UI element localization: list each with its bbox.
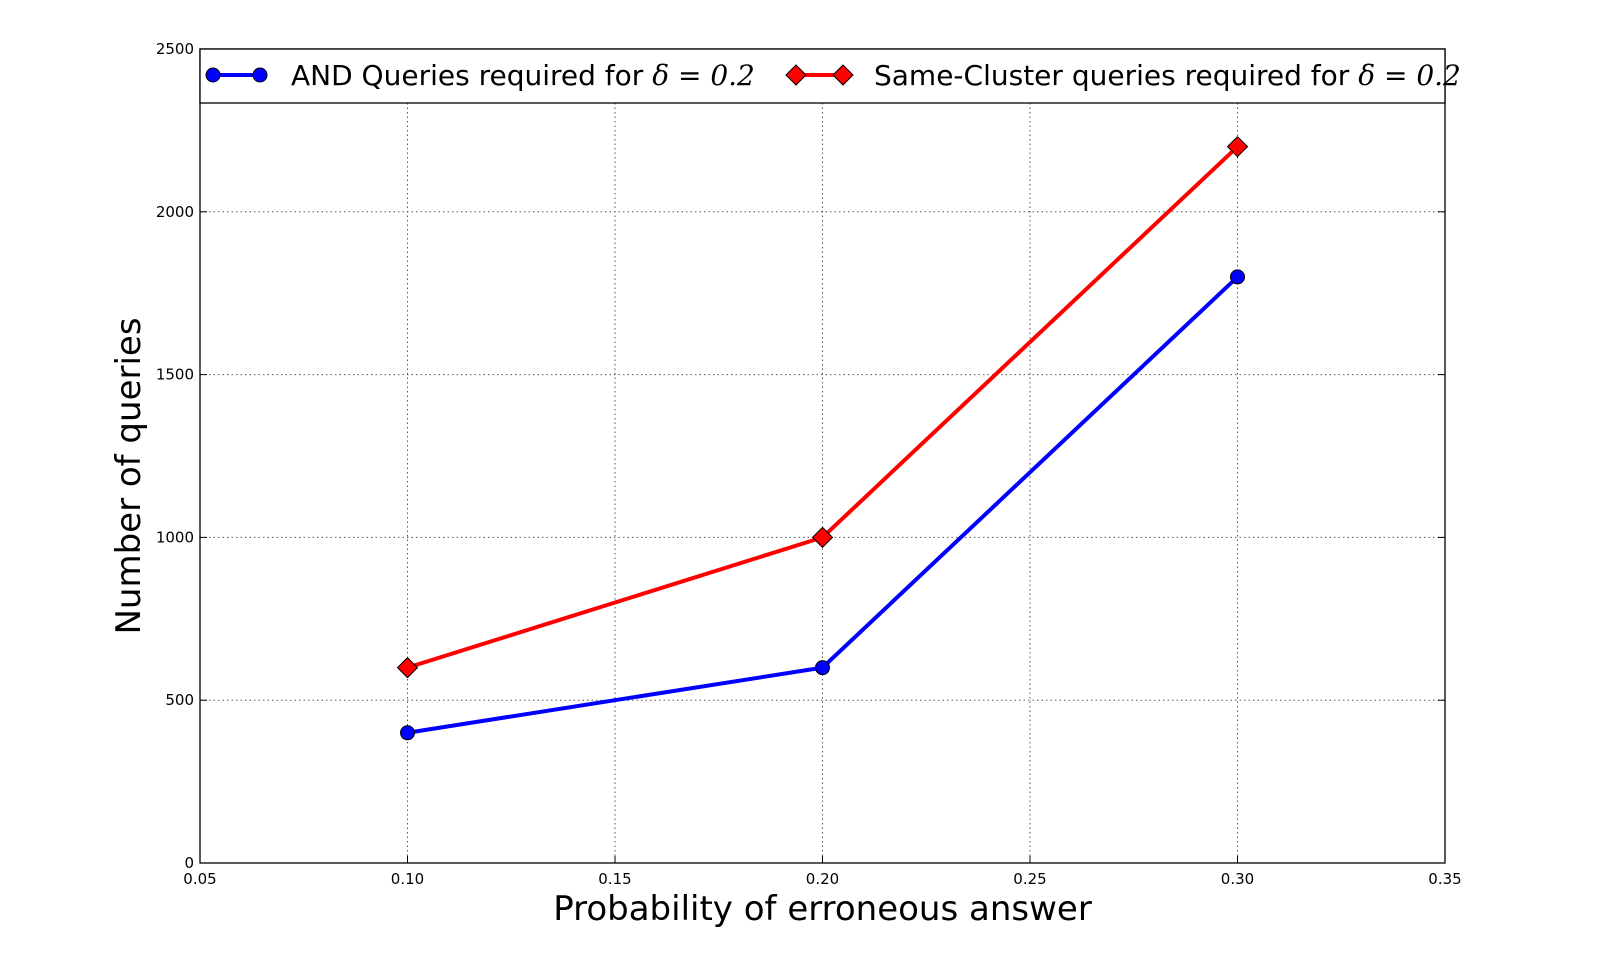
y-tick-label: 0	[184, 854, 194, 872]
legend-label: Same-Cluster queries required for δ = 0.…	[874, 59, 1461, 92]
y-tick-label: 500	[165, 691, 194, 709]
data-point	[815, 660, 830, 676]
legend-label: AND Queries required for δ = 0.2	[291, 59, 755, 92]
series-1	[400, 269, 1245, 741]
data-point	[400, 725, 415, 741]
y-tick-label: 1500	[156, 366, 194, 384]
x-axis-label: Probability of erroneous answer	[553, 889, 1092, 929]
grid-lines	[200, 49, 1445, 863]
data-point	[396, 656, 419, 679]
y-axis-label: Number of queries	[109, 317, 149, 634]
x-tick-label: 0.15	[598, 870, 631, 888]
data-point	[1226, 135, 1249, 158]
x-tick-label: 0.10	[391, 870, 424, 888]
legend-marker	[252, 67, 268, 83]
x-tick-label: 0.30	[1221, 870, 1254, 888]
legend-marker	[205, 67, 221, 83]
y-tick-label: 1000	[156, 528, 194, 546]
x-tick-label: 0.35	[1428, 870, 1461, 888]
legend-entries: AND Queries required for δ = 0.2 Same-Clu…	[205, 59, 1461, 92]
data-point	[1230, 269, 1245, 285]
x-tick-label: 0.25	[1013, 870, 1046, 888]
y-tick-label: 2000	[156, 203, 194, 221]
legend-entry-2: Same-Cluster queries required for δ = 0.…	[785, 59, 1461, 92]
legend: AND Queries required for δ = 0.2 Same-Clu…	[199, 48, 1461, 104]
x-tick-label: 0.05	[183, 870, 216, 888]
axis-ticks: 0.05 0.10 0.15 0.20 0.25 0.30 0.35 0 500 1000 1500…	[156, 40, 1462, 888]
legend-marker	[785, 64, 807, 86]
legend-marker	[832, 64, 854, 86]
data-point	[811, 526, 834, 549]
y-tick-label: 2500	[156, 40, 194, 58]
x-tick-label: 0.20	[806, 870, 839, 888]
series-layer	[396, 135, 1249, 741]
series-2	[396, 135, 1249, 679]
legend-entry-1: AND Queries required for δ = 0.2	[205, 59, 755, 92]
